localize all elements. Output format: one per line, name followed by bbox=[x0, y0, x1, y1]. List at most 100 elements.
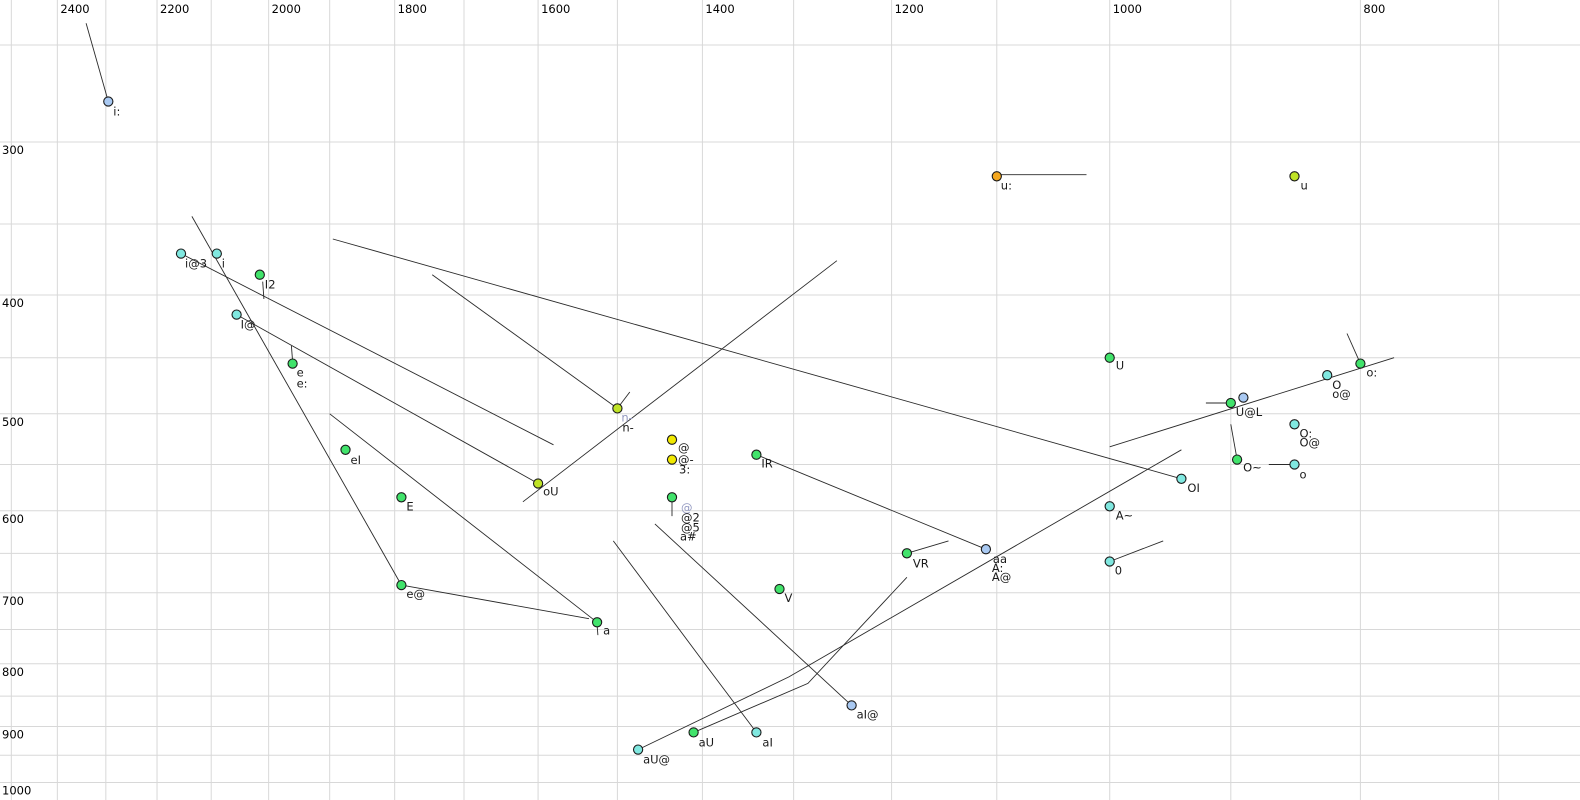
vowel-label-aI: aI bbox=[762, 735, 772, 749]
vowel-label-aa-2: A@ bbox=[992, 570, 1011, 584]
trajectory-VR-tick bbox=[906, 540, 949, 554]
vowel-label-@: @ bbox=[678, 441, 690, 455]
trajectory-o:-tick bbox=[1346, 333, 1361, 364]
vowel-label-@-: @- bbox=[678, 453, 694, 467]
vowel-label-O~: O~ bbox=[1243, 461, 1262, 475]
vowel-label-e@: e@ bbox=[406, 587, 425, 601]
y-tick-label-800: 800 bbox=[2, 665, 24, 679]
vowel-label-@--1: 3: bbox=[679, 463, 690, 477]
vowel-label-I2: I2 bbox=[265, 278, 276, 292]
vowel-label-i: i bbox=[222, 257, 225, 271]
trajectory-layer bbox=[85, 23, 1395, 751]
vowel-point-0 bbox=[1104, 556, 1115, 567]
vowel-label-A~: A~ bbox=[1116, 508, 1134, 522]
trajectory-e@-track bbox=[401, 584, 590, 620]
trajectory-OI-track bbox=[332, 238, 1182, 480]
vowel-point-I@ bbox=[231, 309, 242, 320]
vowel-label-aU: aU bbox=[699, 735, 714, 749]
vowel-point-O bbox=[1322, 370, 1333, 381]
vowel-label-O:: O: bbox=[1300, 426, 1313, 440]
vowel-point-aI@ bbox=[846, 700, 857, 711]
vowel-label-@2-1: @2 bbox=[681, 510, 700, 524]
labels-layer: i:i@3 iI2I@ee:eIEe@oUn-n-@@-3:@@2@5a#aaU@… bbox=[113, 105, 1377, 767]
vowel-label-U@: U@L bbox=[1236, 405, 1263, 419]
trajectory-I@-oU-track bbox=[236, 314, 539, 484]
vowel-point-o: bbox=[1355, 358, 1366, 369]
vowel-label-u: u bbox=[1301, 178, 1308, 192]
axis-layer: 2400 2200 2000 1800 1600 1400 1200 1000 800 300 40… bbox=[2, 2, 1385, 798]
vowel-point-e@ bbox=[396, 579, 407, 591]
vowel-label-I@: I@ bbox=[241, 318, 256, 332]
trajectory-aU@-track bbox=[637, 449, 1182, 751]
x-tick-label-1200: 1200 bbox=[895, 2, 924, 16]
vowel-label-V: V bbox=[785, 591, 793, 605]
vowel-point-@2 bbox=[666, 492, 678, 503]
x-tick-label-1400: 1400 bbox=[705, 2, 734, 16]
vowel-label-a: a bbox=[603, 623, 610, 637]
vowel-point-O~ bbox=[1231, 454, 1243, 465]
vowel-label-o: o bbox=[1300, 468, 1307, 482]
trajectory-I2-tick bbox=[262, 281, 265, 300]
trajectory-i-long-track bbox=[85, 23, 109, 102]
vowel-point-U bbox=[1104, 352, 1115, 363]
trajectory-O~-tick bbox=[1230, 424, 1238, 460]
vowel-label-e-1: e: bbox=[297, 377, 308, 391]
y-tick-label-500: 500 bbox=[2, 415, 24, 429]
vowel-label-i@3: i@3 bbox=[185, 257, 207, 271]
vowel-point-i bbox=[211, 248, 222, 259]
vowel-label-aa: aa bbox=[993, 552, 1007, 566]
trajectory-back-long-track bbox=[1109, 357, 1395, 448]
vowel-label-e: e bbox=[297, 366, 304, 380]
vowel-point-eI bbox=[340, 444, 351, 455]
y-tick-label-400: 400 bbox=[2, 296, 24, 310]
vowel-point-o bbox=[1289, 459, 1300, 470]
x-tick-label-1800: 1800 bbox=[398, 2, 427, 16]
trajectory-IR-aa-track bbox=[756, 454, 987, 550]
trajectory-aI@-track bbox=[654, 523, 852, 706]
vowel-point-A~ bbox=[1104, 501, 1115, 512]
vowel-point-u bbox=[1289, 171, 1300, 182]
vowel-point-aU bbox=[688, 727, 699, 738]
vowel-point-OI bbox=[1176, 473, 1187, 484]
vowel-label-@2-2: @5 bbox=[681, 520, 700, 534]
trajectory-a-in-track bbox=[329, 413, 598, 623]
x-tick-label-2000: 2000 bbox=[272, 2, 301, 16]
vowel-point-VR bbox=[901, 548, 913, 559]
trajectory-oU-diag-track bbox=[522, 260, 838, 503]
x-tick-label-1000: 1000 bbox=[1113, 2, 1142, 16]
vowel-label-u-long: u: bbox=[1001, 178, 1012, 192]
vowel-point-O: bbox=[1289, 419, 1300, 430]
vowel-label-eI: eI bbox=[351, 453, 361, 467]
vowel-point-aa bbox=[980, 544, 992, 555]
vowel-label-@2: @ bbox=[681, 500, 693, 514]
vowel-label-aU@: aU@ bbox=[643, 753, 670, 767]
vowel-label-aI@: aI@ bbox=[857, 707, 879, 721]
vowel-label-VR: VR bbox=[913, 556, 929, 570]
trajectory-n--in-track bbox=[431, 274, 618, 409]
x-tick-label-1600: 1600 bbox=[541, 2, 570, 16]
vowel-point-u-long bbox=[991, 171, 1002, 182]
vowel-label-o:: o: bbox=[1366, 366, 1377, 380]
vowel-point-V bbox=[774, 583, 785, 595]
vowel-point-L bbox=[1238, 392, 1249, 403]
vowel-point-i-long bbox=[103, 96, 114, 107]
vowel-point-e bbox=[287, 358, 298, 369]
vowel-point-oU bbox=[532, 478, 544, 489]
vowel-label-0: 0 bbox=[1115, 564, 1122, 578]
y-tick-label-900: 900 bbox=[2, 727, 24, 741]
vowel-label-U: U bbox=[1116, 359, 1124, 373]
vowel-label-aa-1: A: bbox=[992, 561, 1004, 575]
y-tick-label-700: 700 bbox=[2, 594, 24, 608]
trajectory-aU-track bbox=[693, 576, 908, 733]
vowel-point-IR bbox=[751, 449, 762, 460]
x-tick-label-2200: 2200 bbox=[160, 2, 189, 16]
vowel-label-oU: oU bbox=[543, 485, 558, 499]
trajectory-i@3-track bbox=[180, 253, 554, 446]
vowel-label-O: O bbox=[1332, 378, 1341, 392]
vowel-label-OI: OI bbox=[1187, 481, 1199, 495]
vowel-label-n--1: n- bbox=[622, 420, 633, 434]
vowel-point-i@3 bbox=[175, 248, 187, 259]
vowel-label-E: E bbox=[406, 499, 413, 513]
